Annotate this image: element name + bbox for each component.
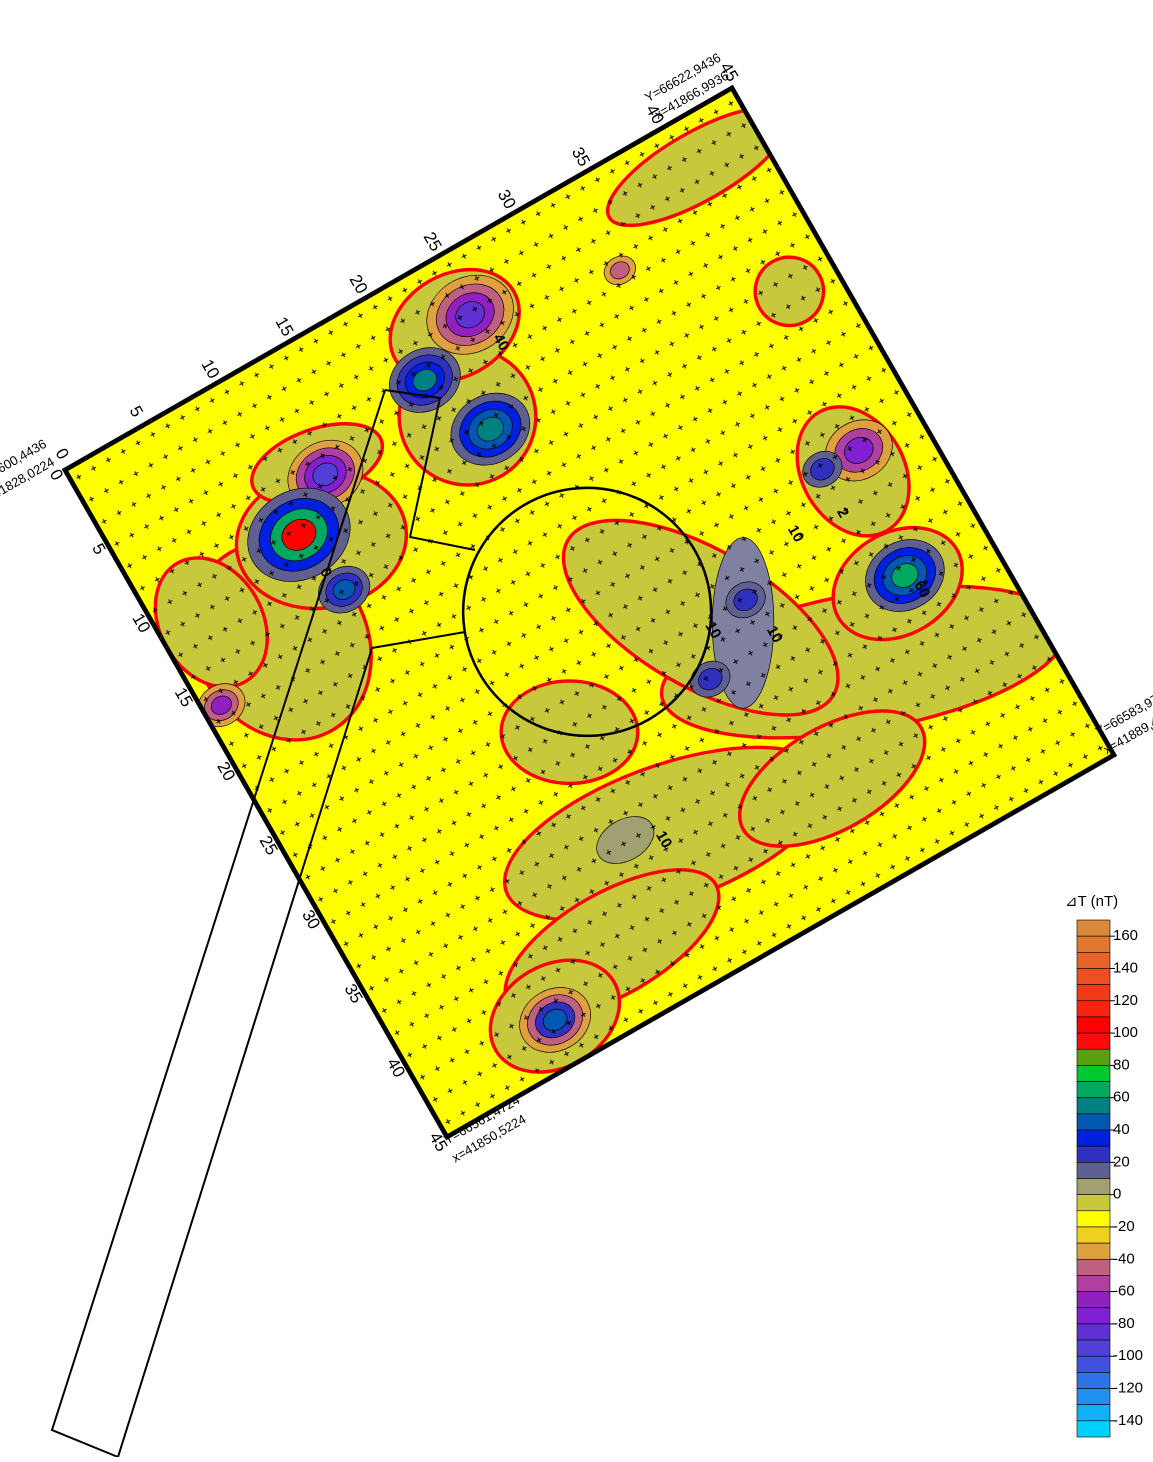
circle-outline — [461, 486, 713, 738]
legend-tick-label: 40 — [1113, 1121, 1130, 1138]
top-edge-label: 30 — [494, 186, 520, 212]
top-edge-label: 35 — [568, 144, 594, 170]
legend-band — [1076, 1016, 1111, 1034]
contour-label: 40 — [489, 331, 512, 354]
legend-band — [1076, 1404, 1111, 1422]
legend-band — [1076, 1145, 1111, 1163]
legend-band — [1076, 1372, 1111, 1389]
survey-grid — [61, 84, 1118, 1141]
legend-band — [1076, 919, 1111, 937]
legend-band — [1076, 1032, 1111, 1050]
legend-band — [1076, 1275, 1111, 1292]
legend-band — [1076, 1339, 1111, 1357]
legend-band — [1076, 1258, 1111, 1276]
contour-label: 10 — [652, 828, 675, 851]
contour-label: 10 — [784, 522, 807, 545]
legend-band — [1076, 1162, 1111, 1179]
legend-tick-label: 120 — [1113, 992, 1138, 1009]
legend-tick-label: -40 — [1113, 1250, 1135, 1267]
legend-tick-label: 160 — [1113, 927, 1138, 944]
legend-tick-label: 100 — [1113, 1024, 1138, 1041]
legend-tick-label: -120 — [1113, 1380, 1143, 1397]
contour-label: 10 — [763, 623, 786, 646]
legend-title: ⊿T (nT) — [1065, 893, 1118, 910]
legend-band — [1076, 1048, 1111, 1066]
legend-band — [1076, 1065, 1111, 1082]
legend-tick-label: -140 — [1113, 1412, 1143, 1429]
legend-band — [1076, 1000, 1111, 1018]
legend-tick-label: 140 — [1113, 959, 1138, 976]
legend-band — [1076, 1307, 1111, 1325]
legend-band — [1076, 1388, 1111, 1405]
legend-tick-label: 20 — [1113, 1153, 1130, 1170]
legend-band — [1076, 1178, 1111, 1195]
left-edge-label: 5 — [88, 540, 109, 558]
legend-tick-label: 60 — [1113, 1089, 1130, 1106]
legend-band — [1076, 1129, 1111, 1147]
legend-band — [1076, 1226, 1111, 1244]
top-edge-label: 0 — [52, 445, 73, 463]
contour-label: 10 — [702, 619, 725, 642]
legend-band — [1076, 952, 1111, 969]
top-edge-label: 15 — [271, 314, 297, 340]
legend-band — [1076, 1081, 1111, 1099]
station-marks — [65, 88, 1114, 1137]
top-edge-label: 25 — [420, 229, 446, 255]
legend-tick-label: -20 — [1113, 1218, 1135, 1235]
contour-label: 60 — [910, 578, 933, 601]
legend-band — [1076, 984, 1111, 1002]
legend-band — [1076, 1242, 1111, 1260]
legend-band — [1076, 968, 1111, 985]
legend-band — [1076, 1113, 1111, 1131]
top-edge-label: 10 — [197, 356, 223, 382]
legend-tick-label: -100 — [1113, 1347, 1143, 1364]
legend-band — [1076, 1194, 1111, 1212]
legend-band — [1076, 1291, 1111, 1309]
legend-band — [1076, 1210, 1111, 1228]
legend-band — [1076, 1420, 1111, 1438]
top-edge-label: 20 — [346, 271, 372, 297]
legend-band — [1076, 935, 1111, 953]
legend-tick-label: 0 — [1113, 1186, 1121, 1203]
top-edge-label: 5 — [126, 403, 147, 421]
legend-tick-label: 80 — [1113, 1056, 1130, 1073]
legend-tick-label: -60 — [1113, 1283, 1135, 1300]
legend-band — [1076, 1355, 1111, 1373]
grid-border — [61, 84, 1118, 1141]
legend-band — [1076, 1097, 1111, 1115]
legend-tick-label: -80 — [1113, 1315, 1135, 1332]
legend-band — [1076, 1323, 1111, 1341]
